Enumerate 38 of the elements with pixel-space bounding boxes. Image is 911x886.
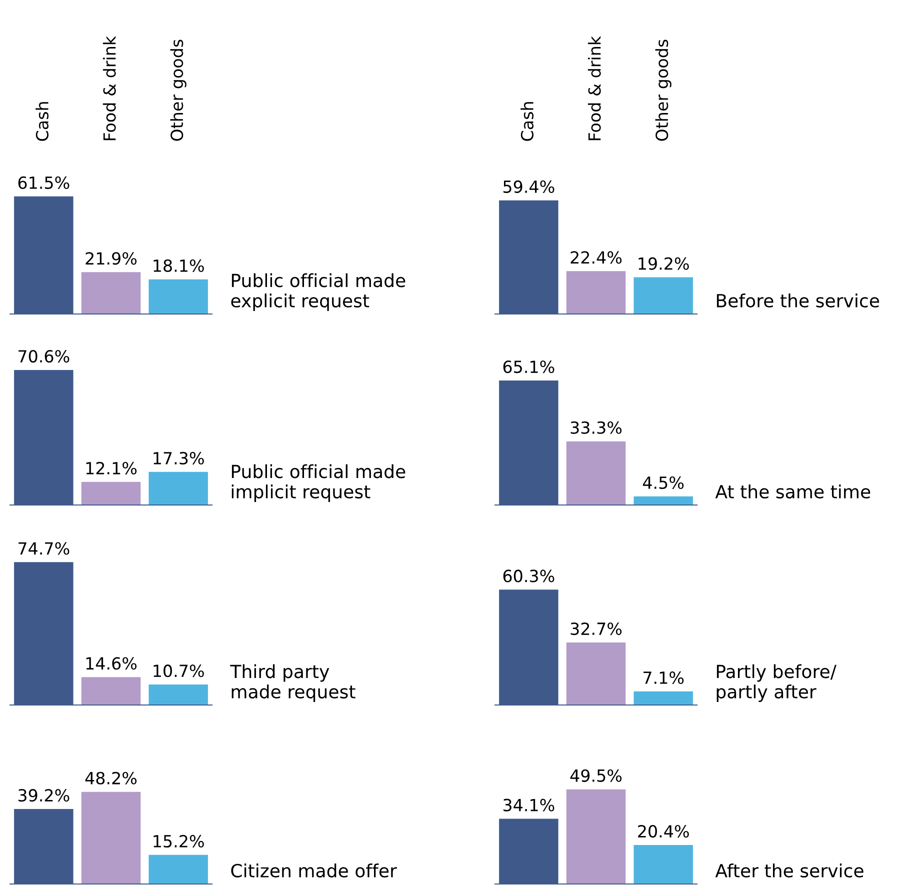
data-label: 61.5% — [18, 176, 70, 189]
text: After the service — [715, 864, 864, 878]
text: Partly before/ partly after — [716, 664, 836, 702]
text: Before the service — [716, 294, 880, 308]
data-label: 65.1% — [503, 360, 554, 374]
text: Third party made request — [230, 664, 356, 702]
text: Public official made implicit request — [232, 464, 406, 502]
x-tick-label: Other goods — [170, 40, 186, 141]
text: Citizen made offer — [231, 864, 397, 878]
data-label: 48.2% — [85, 772, 137, 784]
x-tick-label: Food & drink — [102, 36, 116, 140]
data-label: 19.2% — [638, 257, 689, 270]
data-label: 18.1% — [154, 259, 204, 272]
data-label: 39.2% — [18, 789, 70, 802]
data-label: 15.2% — [154, 834, 204, 848]
data-label: 70.6% — [18, 350, 70, 363]
x-tick-label: Cash — [36, 102, 49, 141]
data-label: 17.3% — [154, 452, 204, 465]
data-label: 59.4% — [503, 180, 554, 194]
data-label: 10.7% — [154, 664, 204, 678]
data-label: 33.3% — [570, 421, 622, 434]
data-label: 20.4% — [638, 824, 689, 838]
text: At the same time — [715, 484, 870, 498]
x-tick-label: Food & drink — [588, 36, 601, 140]
data-label: 22.4% — [570, 251, 622, 264]
data-label: 14.6% — [86, 657, 137, 670]
x-tick-label: Other goods — [655, 40, 672, 141]
data-label: 49.5% — [570, 769, 622, 782]
data-label: 74.7% — [18, 542, 70, 555]
data-label: 4.5% — [642, 476, 684, 489]
data-label: 7.1% — [644, 671, 684, 684]
data-label: 34.1% — [503, 798, 554, 812]
data-label: 21.9% — [86, 252, 137, 265]
text: Public official made explicit request — [231, 273, 406, 311]
data-label: 32.7% — [570, 622, 622, 636]
x-tick-label: Cash — [520, 102, 534, 141]
data-label: 12.1% — [86, 462, 137, 474]
data-label: 60.3% — [503, 570, 554, 582]
